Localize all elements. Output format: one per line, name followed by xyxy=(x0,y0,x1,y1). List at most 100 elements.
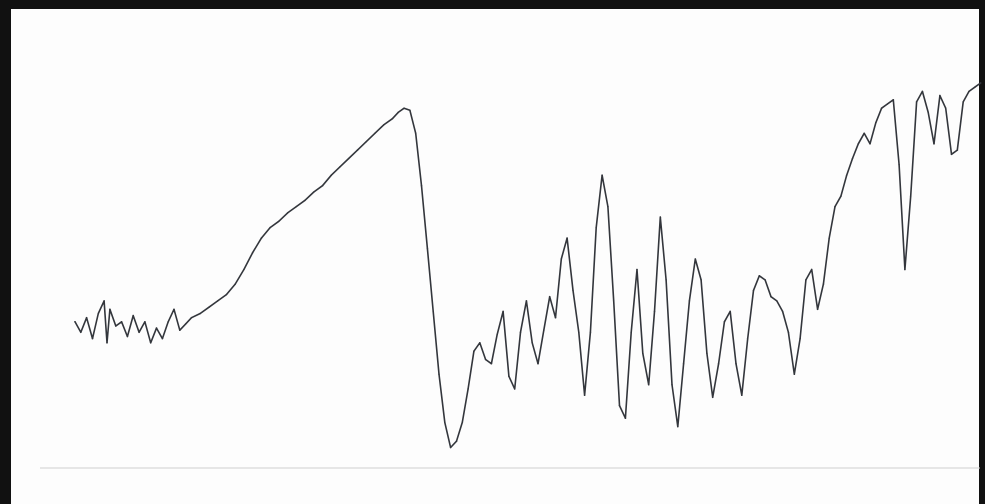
data-point xyxy=(741,394,743,397)
data-point xyxy=(260,237,263,239)
data-point xyxy=(126,335,129,338)
data-point xyxy=(225,293,228,296)
data-point xyxy=(144,321,146,323)
data-point xyxy=(601,174,603,176)
data-point xyxy=(583,394,586,397)
data-point xyxy=(251,251,254,254)
data-point xyxy=(572,289,574,292)
data-point xyxy=(120,321,123,323)
data-point xyxy=(490,362,493,365)
data-point xyxy=(962,101,964,103)
data-point xyxy=(799,337,801,340)
data-point xyxy=(103,300,105,302)
data-point xyxy=(933,143,935,145)
data-point xyxy=(365,140,368,143)
data-point xyxy=(700,279,702,281)
data-point xyxy=(735,362,737,365)
data-point xyxy=(921,90,924,93)
data-point xyxy=(467,388,469,390)
data-point xyxy=(449,446,452,449)
data-point xyxy=(822,283,825,285)
data-point xyxy=(863,132,865,135)
data-point xyxy=(106,342,108,344)
data-point xyxy=(216,300,219,302)
data-point xyxy=(770,295,772,298)
data-point xyxy=(97,312,100,315)
data-point xyxy=(513,388,516,390)
data-point xyxy=(642,352,644,355)
data-point xyxy=(612,300,615,302)
data-point xyxy=(677,425,679,428)
data-point xyxy=(502,310,504,313)
data-point xyxy=(927,111,929,114)
data-point xyxy=(711,396,714,399)
data-point xyxy=(752,289,755,292)
data-point xyxy=(875,122,877,124)
data-point xyxy=(781,310,784,313)
data-point xyxy=(420,184,423,187)
data-point xyxy=(607,205,609,208)
data-point xyxy=(173,308,175,311)
data-point xyxy=(426,247,429,250)
data-point xyxy=(618,404,621,407)
data-point xyxy=(531,342,533,344)
data-point xyxy=(909,195,912,197)
data-point xyxy=(496,333,499,336)
data-point xyxy=(816,308,819,311)
data-point xyxy=(184,323,187,325)
data-point xyxy=(199,312,201,315)
data-point xyxy=(543,329,545,332)
data-point xyxy=(243,268,245,271)
data-point xyxy=(834,205,836,208)
data-point xyxy=(479,342,481,344)
data-point xyxy=(208,306,210,309)
data-point xyxy=(525,300,528,302)
data-point xyxy=(91,337,94,340)
data-point xyxy=(828,237,830,239)
data-point xyxy=(548,295,551,298)
data-point xyxy=(968,90,970,93)
data-point xyxy=(869,143,871,145)
data-point xyxy=(161,337,164,340)
data-point xyxy=(758,275,761,277)
data-point xyxy=(939,94,941,97)
data-point xyxy=(706,352,708,355)
data-point xyxy=(339,166,341,168)
data-point xyxy=(892,99,895,101)
data-point xyxy=(805,279,807,281)
data-point xyxy=(397,111,400,114)
data-point xyxy=(624,417,627,420)
data-point xyxy=(764,279,766,281)
data-point xyxy=(278,220,280,223)
data-point xyxy=(636,268,638,271)
data-point xyxy=(484,358,487,361)
data-point xyxy=(85,316,88,319)
data-point xyxy=(904,268,906,271)
data-points xyxy=(74,82,982,449)
data-point xyxy=(155,327,158,329)
data-point xyxy=(391,117,394,120)
data-point xyxy=(190,316,193,319)
data-point xyxy=(508,375,510,378)
data-point xyxy=(403,107,405,109)
data-point xyxy=(944,107,947,109)
data-point xyxy=(671,383,673,386)
data-point xyxy=(461,421,464,424)
spectrum-line xyxy=(74,82,982,449)
data-point xyxy=(295,205,298,208)
scan-left-edge xyxy=(0,0,11,504)
data-point xyxy=(729,310,731,313)
data-point xyxy=(560,258,563,260)
data-point xyxy=(979,82,982,84)
data-point xyxy=(694,258,697,260)
data-point xyxy=(356,149,359,151)
data-point xyxy=(347,157,350,160)
data-point xyxy=(956,149,959,151)
data-point xyxy=(537,362,539,365)
data-point xyxy=(787,331,790,334)
data-point xyxy=(688,300,691,302)
data-point xyxy=(321,184,324,187)
data-point xyxy=(382,124,385,126)
data-point xyxy=(409,109,411,112)
